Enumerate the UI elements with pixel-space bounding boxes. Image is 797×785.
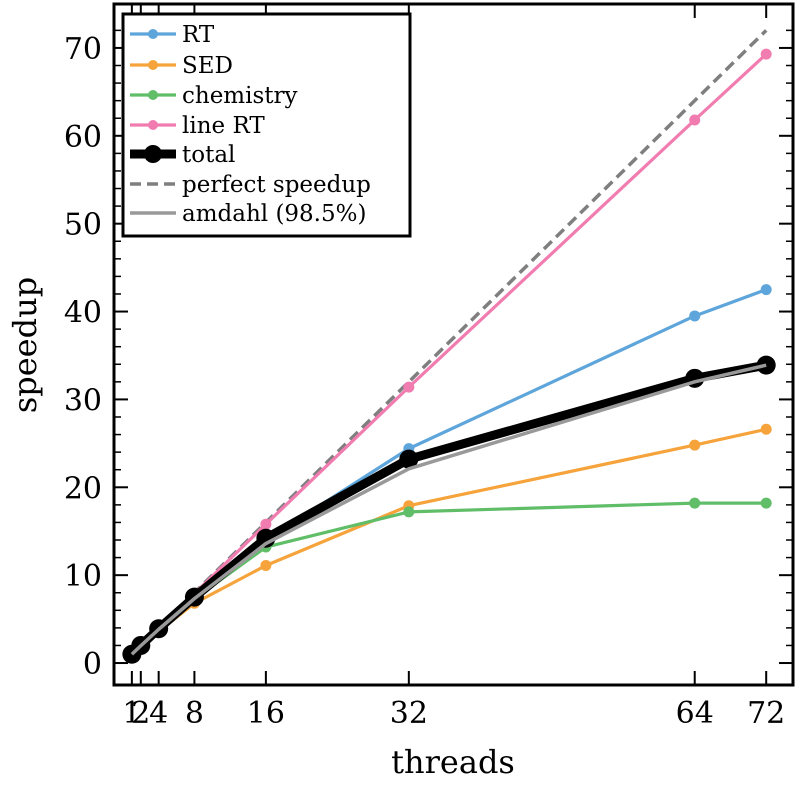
x-tick-label: 1 [122,696,141,731]
data-point-rt [760,284,772,296]
series-line-perfect-speedup [130,29,768,656]
legend-label: line RT [182,113,265,139]
legend-swatch-marker [148,29,158,39]
data-point-sed [260,559,272,571]
data-point-sed [760,423,772,435]
legend-entry-line-rt: line RT [130,113,265,139]
x-tick-label: 64 [676,696,714,731]
legend-entry-chemistry: chemistry [130,83,298,109]
y-tick-label: 50 [64,208,102,243]
x-tick-label: 8 [185,696,204,731]
data-point-line-rt [403,381,415,393]
y-tick-label: 0 [83,647,102,682]
data-point-rt [689,310,701,322]
legend-entry-perfect-speedup: perfect speedup [130,172,371,198]
series-line-sed [130,427,767,656]
y-tick-label: 20 [64,471,102,506]
series-line-chemistry [130,501,767,656]
legend-entry-sed: SED [130,53,233,79]
legend-label: total [182,142,235,168]
series-amdahl-98-5 [130,363,767,656]
data-point-line-rt [760,48,772,60]
legend-swatch-marker [148,120,158,130]
y-tick-label: 40 [64,296,102,331]
legend: RT SED chemistry line RT total perfect speedu… [121,12,412,238]
y-axis-label: speedup [6,277,44,413]
series-line-amdahl-98-5 [130,363,767,656]
x-axis-label: threads [391,743,515,781]
legend-label: amdahl (98.5%) [182,201,366,227]
y-tick-label: 30 [64,383,102,418]
y-tick-label: 70 [64,32,102,67]
ticks-layer: 124 8 16 32 64 72 0 10 20 30 40 50 60 70 [64,4,793,731]
data-point-line-rt [260,518,272,530]
legend-swatch-marker [148,60,158,70]
legend-swatch-marker [148,90,158,100]
legend-label: chemistry [182,83,298,109]
legend-entry-amdahl-98-5: amdahl (98.5%) [130,201,366,227]
series-sed [126,423,772,660]
x-tick-label: 2 [131,696,150,731]
y-tick-label: 60 [64,120,102,155]
data-point-chemistry [403,506,415,518]
data-point-line-rt [689,114,701,126]
legend-entry-total: total [130,142,235,168]
legend-label: RT [182,22,215,48]
y-tick-label: 10 [64,559,102,594]
x-tick-label: 16 [247,696,285,731]
data-point-chemistry [689,497,701,509]
legend-swatch-marker [144,145,162,163]
x-tick-label: 4 [149,696,168,731]
legend-entry-rt: RT [130,22,215,48]
x-tick-label: 72 [747,696,785,731]
legend-label: SED [182,53,233,79]
legend-label: perfect speedup [182,172,371,198]
plot-frame [112,2,795,687]
data-point-chemistry [760,497,772,509]
series-perfect-speedup [130,29,768,656]
data-point-total [399,449,419,469]
x-tick-label: 32 [390,696,428,731]
series-layer [122,29,776,664]
data-point-sed [689,439,701,451]
